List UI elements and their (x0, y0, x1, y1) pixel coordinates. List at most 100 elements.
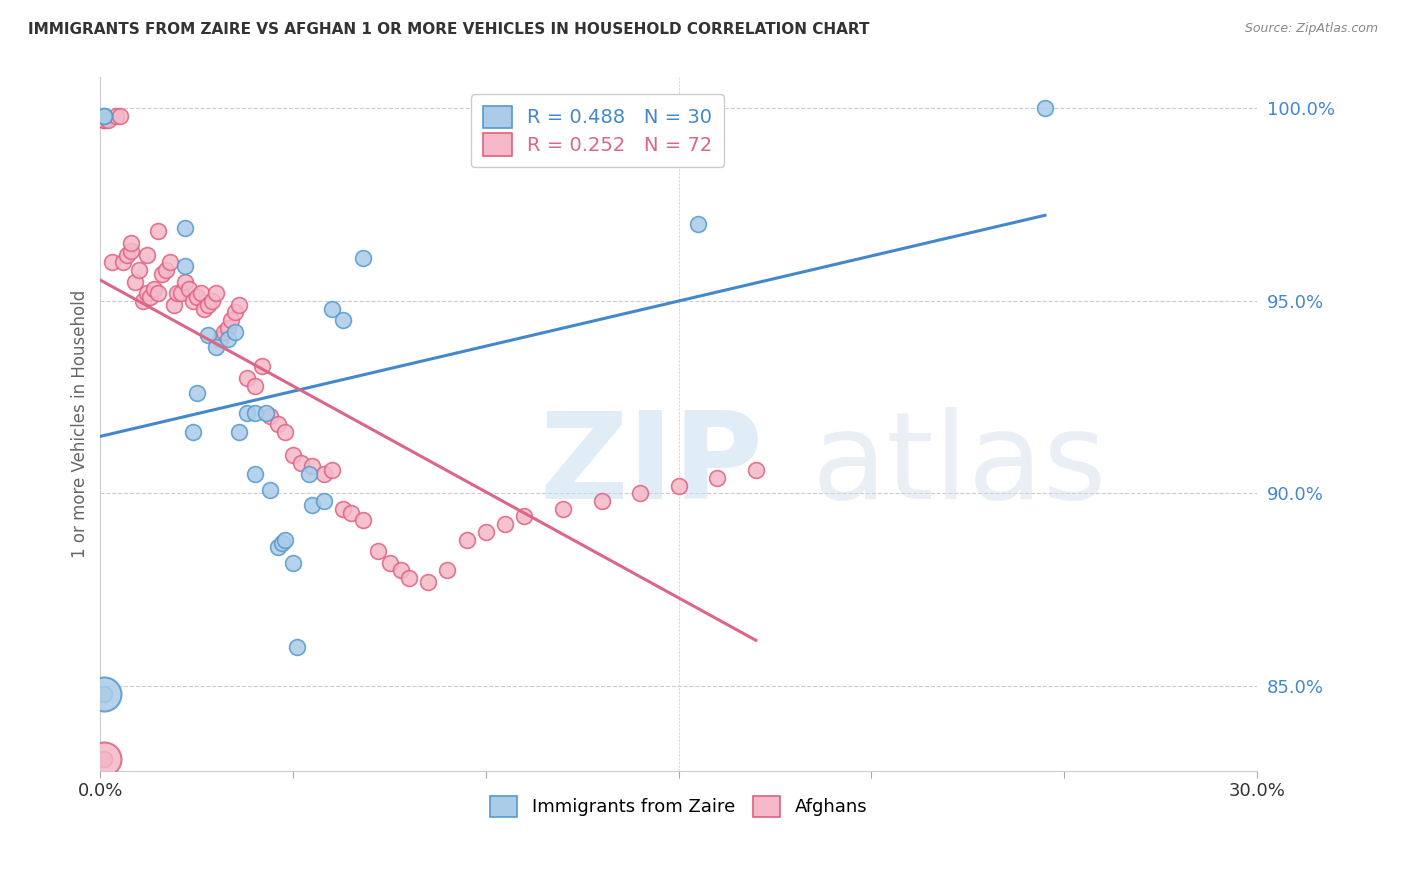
Point (340, 506, 363, 520)
Point (456, 533, 478, 547)
Point (174, 259, 197, 273)
Point (290, 456, 312, 470)
Point (174, 275, 197, 289)
Legend: Immigrants from Zaire, Afghans: Immigrants from Zaire, Afghans (484, 789, 875, 824)
Point (224, 325, 246, 339)
Point (591, 494, 613, 508)
Point (267, 417, 290, 431)
Point (159, 255, 181, 269)
Point (112, 255, 135, 269)
Point (686, 217, 709, 231)
Point (285, 640, 308, 655)
Point (177, 282, 200, 296)
Point (1033, 101, 1056, 115)
Point (236, 405, 259, 419)
Point (494, 517, 516, 532)
Point (274, 533, 297, 547)
Point (150, 267, 173, 281)
Point (243, 378, 266, 392)
Point (155, 263, 177, 277)
Point (135, 286, 157, 301)
Point (475, 524, 498, 539)
Point (551, 501, 574, 516)
Point (628, 486, 651, 500)
Text: atlas: atlas (811, 407, 1108, 524)
Point (148, 286, 170, 301)
Y-axis label: 1 or more Vehicles in Household: 1 or more Vehicles in Household (72, 290, 89, 558)
Point (93, 109, 115, 123)
Point (332, 501, 354, 516)
Point (120, 244, 142, 258)
Point (190, 286, 212, 301)
Point (217, 332, 239, 346)
Point (205, 286, 228, 301)
Point (93, 687, 115, 701)
Point (212, 325, 235, 339)
Point (132, 293, 155, 308)
Point (139, 290, 162, 304)
Point (181, 425, 204, 439)
Point (297, 467, 319, 482)
Point (128, 263, 150, 277)
Point (281, 448, 304, 462)
Point (332, 313, 354, 327)
Point (228, 425, 250, 439)
Point (217, 320, 239, 334)
Point (243, 467, 266, 482)
Point (97, 112, 120, 127)
Point (281, 556, 304, 570)
Point (259, 483, 281, 497)
Point (270, 536, 292, 550)
Point (186, 290, 208, 304)
Point (301, 459, 323, 474)
Point (181, 293, 204, 308)
Point (352, 252, 374, 266)
Point (120, 235, 142, 250)
Point (205, 340, 228, 354)
Point (745, 463, 768, 477)
Point (162, 298, 184, 312)
Point (321, 463, 343, 477)
Point (668, 478, 690, 492)
Text: IMMIGRANTS FROM ZAIRE VS AFGHAN 1 OR MORE VEHICLES IN HOUSEHOLD CORRELATION CHAR: IMMIGRANTS FROM ZAIRE VS AFGHAN 1 OR MOR… (28, 22, 870, 37)
Point (166, 286, 188, 301)
Point (117, 247, 139, 261)
Point (93, 752, 115, 766)
Point (224, 305, 246, 319)
Point (321, 301, 343, 316)
Point (197, 298, 219, 312)
Point (243, 405, 266, 419)
Point (228, 298, 250, 312)
Point (93, 109, 115, 123)
Point (254, 405, 277, 419)
Text: ZIP: ZIP (540, 407, 763, 524)
Point (135, 247, 157, 261)
Point (197, 328, 219, 343)
Point (221, 313, 243, 327)
Point (252, 359, 274, 374)
Point (513, 509, 536, 524)
Point (93, 752, 115, 766)
Point (186, 386, 208, 401)
Point (174, 220, 197, 235)
Point (274, 425, 297, 439)
Point (143, 282, 166, 296)
Point (267, 541, 290, 555)
Point (208, 332, 231, 346)
Point (236, 371, 259, 385)
Point (301, 498, 323, 512)
Point (193, 301, 215, 316)
Point (93, 687, 115, 701)
Point (201, 293, 224, 308)
Point (312, 467, 335, 482)
Point (170, 286, 193, 301)
Point (124, 275, 146, 289)
Point (93, 112, 115, 127)
Point (108, 109, 131, 123)
Point (367, 544, 389, 558)
Point (416, 574, 439, 589)
Point (378, 556, 401, 570)
Point (93, 112, 115, 127)
Point (312, 494, 335, 508)
Point (389, 563, 412, 577)
